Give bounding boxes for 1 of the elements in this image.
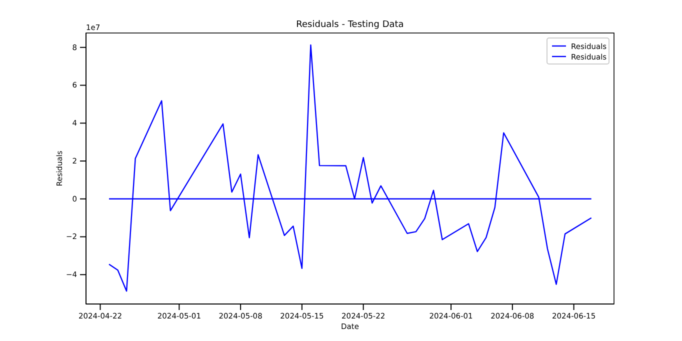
chart-title: Residuals - Testing Data: [296, 20, 404, 30]
